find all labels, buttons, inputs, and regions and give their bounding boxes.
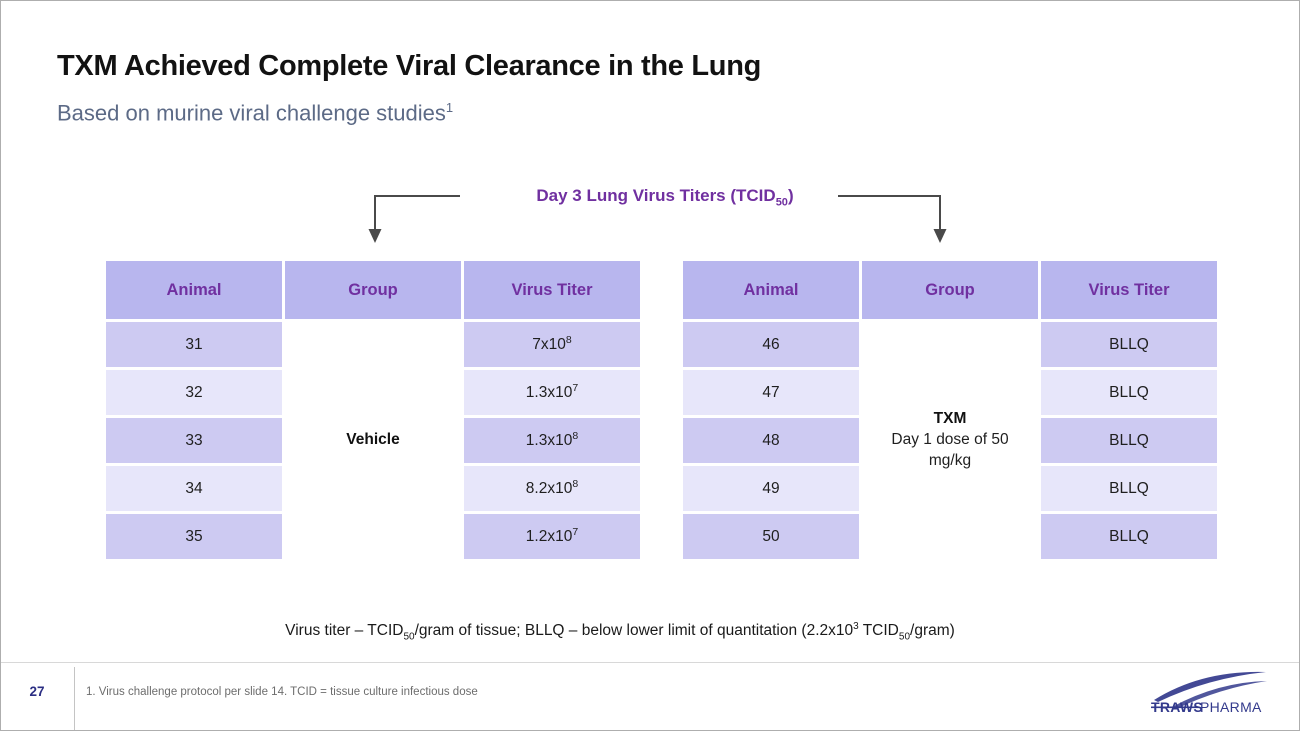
animal-id-cell: 48 bbox=[683, 418, 859, 463]
table-row: 49 BLLQ bbox=[683, 466, 1217, 511]
table-row: 48 BLLQ bbox=[683, 418, 1217, 463]
titer-cell: BLLQ bbox=[1041, 514, 1217, 559]
titer-cell: BLLQ bbox=[1041, 418, 1217, 463]
animal-id-cell: 47 bbox=[683, 370, 859, 415]
footer-rule bbox=[1, 662, 1299, 663]
table-row: 31 Vehicle 7x108 bbox=[106, 322, 640, 448]
right-arrow-icon bbox=[838, 195, 947, 243]
animal-id-cell: 31 bbox=[106, 322, 282, 367]
animal-id-cell: 34 bbox=[106, 466, 282, 511]
header-virus-titer: Virus Titer bbox=[1041, 261, 1217, 319]
animal-id-cell: 32 bbox=[106, 370, 282, 415]
table-row: 50 BLLQ bbox=[683, 514, 1217, 559]
logo-word-traws: TRAWS bbox=[1151, 699, 1203, 715]
logo-swoosh-lower bbox=[1172, 681, 1267, 709]
titer-cell: BLLQ bbox=[1041, 322, 1217, 367]
table-row: 47 BLLQ bbox=[683, 370, 1217, 415]
vehicle-table-header-row: Animal Group Virus Titer bbox=[106, 261, 640, 319]
logo-swoosh-upper bbox=[1154, 671, 1266, 702]
slide-footnote: 1. Virus challenge protocol per slide 14… bbox=[86, 686, 478, 698]
table-row: 46 TXM Day 1 dose of 50 mg/kg BLLQ bbox=[683, 322, 1217, 469]
logo-strike-line bbox=[1151, 706, 1199, 709]
table-row: 35 1.2x107 bbox=[106, 514, 640, 559]
slide-subtitle: Based on murine viral challenge studies1 bbox=[57, 100, 453, 126]
titer-cell: 1.2x107 bbox=[464, 514, 640, 559]
header-group: Group bbox=[285, 261, 461, 319]
txm-table: Animal Group Virus Titer 46 TXM Day 1 do… bbox=[680, 258, 1220, 562]
group-detail: Day 1 dose of 50 mg/kg bbox=[891, 431, 1009, 469]
connector-arrows bbox=[368, 195, 947, 243]
vehicle-table: Animal Group Virus Titer 31 Vehicle 7x10… bbox=[103, 258, 643, 562]
left-arrow-icon bbox=[368, 195, 460, 243]
animal-id-cell: 35 bbox=[106, 514, 282, 559]
animal-id-cell: 46 bbox=[683, 322, 859, 367]
slide-title: TXM Achieved Complete Viral Clearance in… bbox=[57, 50, 762, 82]
titer-cell: BLLQ bbox=[1041, 466, 1217, 511]
animal-id-cell: 33 bbox=[106, 418, 282, 463]
day3-titers-label: Day 3 Lung Virus Titers (TCID50) bbox=[536, 186, 794, 209]
titer-definition-note: Virus titer – TCID50/gram of tissue; BLL… bbox=[285, 621, 955, 643]
header-virus-titer: Virus Titer bbox=[464, 261, 640, 319]
logo-word-pharma: PHARMA bbox=[1200, 699, 1262, 715]
group-name: TXM bbox=[933, 410, 967, 428]
header-animal: Animal bbox=[683, 261, 859, 319]
animal-id-cell: 50 bbox=[683, 514, 859, 559]
traws-pharma-logo: TRAWS PHARMA bbox=[1151, 671, 1267, 715]
titer-cell: 8.2x108 bbox=[464, 466, 640, 511]
table-row: 34 8.2x108 bbox=[106, 466, 640, 511]
titer-cell: 1.3x108 bbox=[464, 418, 640, 463]
txm-table-header-row: Animal Group Virus Titer bbox=[683, 261, 1217, 319]
group-name: Vehicle bbox=[346, 431, 400, 449]
header-animal: Animal bbox=[106, 261, 282, 319]
header-group: Group bbox=[862, 261, 1038, 319]
animal-id-cell: 49 bbox=[683, 466, 859, 511]
table-row: 32 1.3x107 bbox=[106, 370, 640, 415]
titer-cell: BLLQ bbox=[1041, 370, 1217, 415]
table-row: 33 1.3x108 bbox=[106, 418, 640, 463]
titer-cell: 7x108 bbox=[464, 322, 640, 367]
group-cell-vehicle: Vehicle bbox=[285, 322, 461, 559]
subtitle-footnote-ref: 1 bbox=[445, 100, 454, 115]
group-cell-txm: TXM Day 1 dose of 50 mg/kg bbox=[862, 322, 1038, 559]
footer-divider bbox=[74, 667, 75, 730]
page-number: 27 bbox=[29, 684, 45, 699]
titer-cell: 1.3x107 bbox=[464, 370, 640, 415]
subtitle-text: Based on murine viral challenge studies bbox=[57, 100, 446, 126]
